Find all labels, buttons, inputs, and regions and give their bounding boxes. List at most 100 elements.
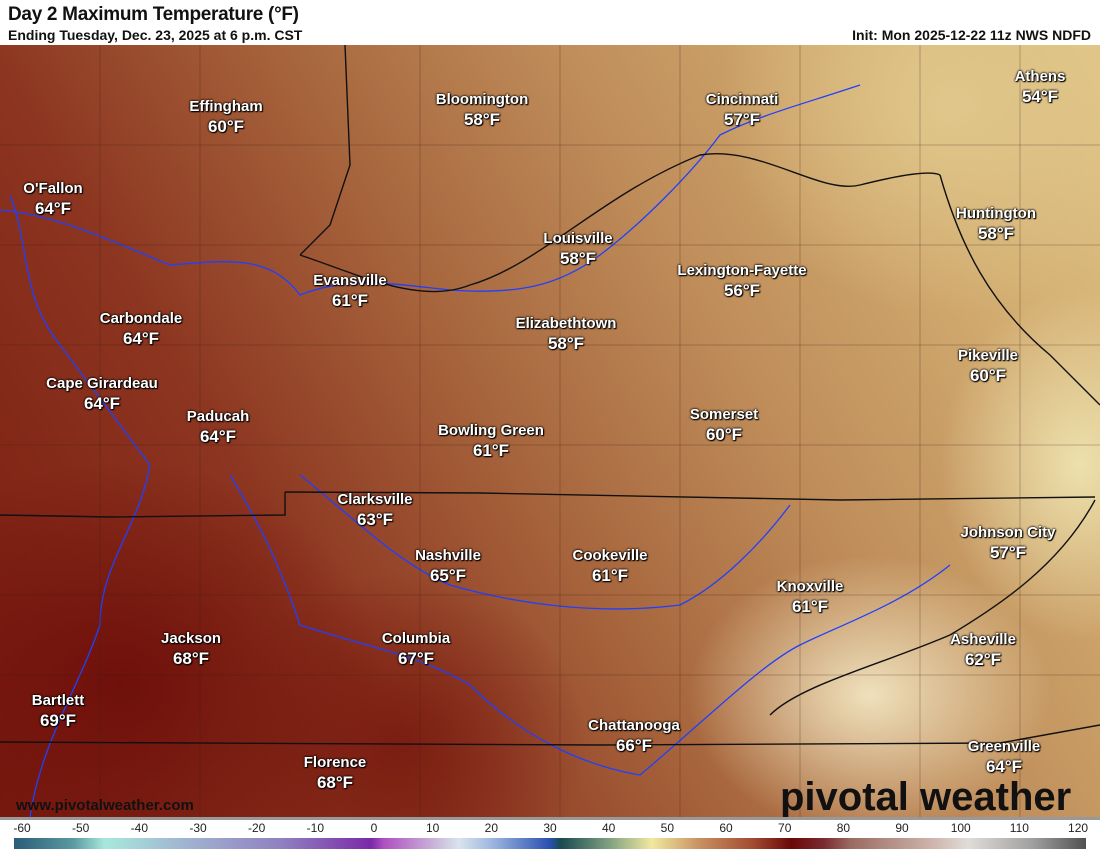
city-label: O'Fallon 64°F xyxy=(23,179,82,219)
init-time: Init: Mon 2025-12-22 11z NWS NDFD xyxy=(852,27,1091,43)
city-temp: 58°F xyxy=(463,110,501,129)
city-label: Cape Girardeau 64°F xyxy=(46,374,158,414)
city-temp: 68°F xyxy=(316,773,354,792)
city-label: Knoxville 61°F xyxy=(777,577,844,617)
city-name: Elizabethtown xyxy=(515,315,617,332)
city-temp: 64°F xyxy=(985,757,1023,776)
city-temp: 64°F xyxy=(83,394,121,413)
website-label: www.pivotalweather.com xyxy=(16,797,194,814)
city-temp: 58°F xyxy=(977,224,1015,243)
colorbar-tick: 50 xyxy=(660,821,675,835)
colorbar-tick: 20 xyxy=(484,821,499,835)
ky-north-border xyxy=(299,153,941,293)
city-name: Huntington xyxy=(956,205,1036,222)
city-temp: 56°F xyxy=(723,281,761,300)
city-label: Chattanooga 66°F xyxy=(588,716,680,756)
city-label: Carbondale 64°F xyxy=(100,309,183,349)
city-label: Lexington-Fayette 56°F xyxy=(677,261,806,301)
city-name: O'Fallon xyxy=(23,180,83,197)
tn-south-border xyxy=(0,724,1100,746)
colorbar-tick: 10 xyxy=(426,821,440,835)
city-label: Evansville 61°F xyxy=(313,271,386,311)
cumberland-river xyxy=(299,474,791,610)
colorbar-tick: -50 xyxy=(71,821,90,835)
city-label: Greenville 64°F xyxy=(968,737,1041,777)
temperature-map: Effingham 60°F Bloomington 58°F Cincinnati 57… xyxy=(0,45,1100,817)
city-name: Clarksville xyxy=(337,491,413,508)
city-temp: 69°F xyxy=(39,711,77,730)
city-temp: 58°F xyxy=(559,249,597,268)
city-name: Bloomington xyxy=(435,91,529,108)
colorbar-tick: 100 xyxy=(950,821,971,835)
city-temp: 64°F xyxy=(122,329,160,348)
city-name: Effingham xyxy=(189,98,263,115)
city-name: Bartlett xyxy=(31,692,85,709)
city-name: Somerset xyxy=(689,406,759,423)
tennessee-river xyxy=(229,474,951,776)
city-name: Chattanooga xyxy=(588,717,680,734)
city-label: Johnson City 57°F xyxy=(960,523,1055,563)
city-name: Cape Girardeau xyxy=(46,375,158,392)
mo-border xyxy=(0,492,286,518)
city-temp: 67°F xyxy=(397,649,435,668)
city-label: Bloomington 58°F xyxy=(436,90,528,130)
colorbar-tick: 120 xyxy=(1068,821,1089,835)
colorbar-tick: 60 xyxy=(719,821,733,835)
colorbar-tick: -10 xyxy=(306,821,325,835)
colorbar-tick: -30 xyxy=(189,821,207,835)
pivotal-weather-logo: pivotal weather xyxy=(780,775,1072,819)
il-in-border xyxy=(299,45,351,256)
mississippi-river xyxy=(9,194,151,817)
city-name: Cookeville xyxy=(572,547,648,564)
city-name: Paducah xyxy=(186,408,250,425)
colorbar-tick: -20 xyxy=(248,821,266,835)
colorbar-tick: 70 xyxy=(778,821,792,835)
city-name: Jackson xyxy=(160,630,222,647)
city-name: Johnson City xyxy=(960,524,1056,541)
city-name: Athens xyxy=(1014,68,1066,85)
colorbar: -60 -50 -40 -30 -20 -10 0 10 20 30 40 50 60 70 80 90 100… xyxy=(0,817,1100,850)
city-label: Jackson 68°F xyxy=(161,629,221,669)
city-temp: 58°F xyxy=(547,334,585,353)
colorbar-tick: 30 xyxy=(543,821,557,835)
city-label: Pikeville 60°F xyxy=(958,346,1018,386)
city-name: Lexington-Fayette xyxy=(677,262,807,279)
city-temp: 64°F xyxy=(34,199,72,218)
city-label: Bowling Green 61°F xyxy=(438,421,544,461)
city-temp: 60°F xyxy=(969,366,1007,385)
city-temp: 61°F xyxy=(591,566,629,585)
city-label: Elizabethtown 58°F xyxy=(516,314,617,354)
city-label: Columbia 67°F xyxy=(382,629,450,669)
colorbar-tick: 40 xyxy=(602,821,616,835)
city-temp: 57°F xyxy=(723,110,761,129)
city-name: Louisville xyxy=(543,230,613,247)
city-label: Florence 68°F xyxy=(304,753,367,793)
city-name: Greenville xyxy=(967,738,1041,755)
colorbar-tick: -40 xyxy=(130,821,148,835)
city-name: Nashville xyxy=(415,547,481,564)
city-label: Louisville 58°F xyxy=(543,229,612,269)
city-temp: 61°F xyxy=(331,291,369,310)
city-temp: 60°F xyxy=(705,425,743,444)
map-subtitle: Ending Tuesday, Dec. 23, 2025 at 6 p.m. … xyxy=(8,27,303,43)
county-borders xyxy=(0,45,1100,817)
city-name: Bowling Green xyxy=(438,422,544,439)
ky-tn-border xyxy=(284,491,1096,501)
city-label: Asheville 62°F xyxy=(950,630,1016,670)
city-temp: 62°F xyxy=(964,650,1002,669)
city-temp: 68°F xyxy=(172,649,210,668)
colorbar-gradient xyxy=(14,838,1086,849)
city-name: Florence xyxy=(303,754,367,771)
city-name: Carbondale xyxy=(99,310,183,327)
map-title: Day 2 Maximum Temperature (°F) xyxy=(8,4,299,25)
city-name: Evansville xyxy=(313,272,387,289)
city-name: Pikeville xyxy=(957,347,1019,364)
map-lines xyxy=(0,45,1100,817)
city-temp: 64°F xyxy=(199,427,237,446)
colorbar-tick: -60 xyxy=(13,821,31,835)
colorbar-tick: 0 xyxy=(370,821,378,835)
city-name: Knoxville xyxy=(776,578,844,595)
city-temp: 54°F xyxy=(1021,87,1059,106)
ky-wv-border xyxy=(939,174,1100,406)
city-temp: 61°F xyxy=(791,597,829,616)
